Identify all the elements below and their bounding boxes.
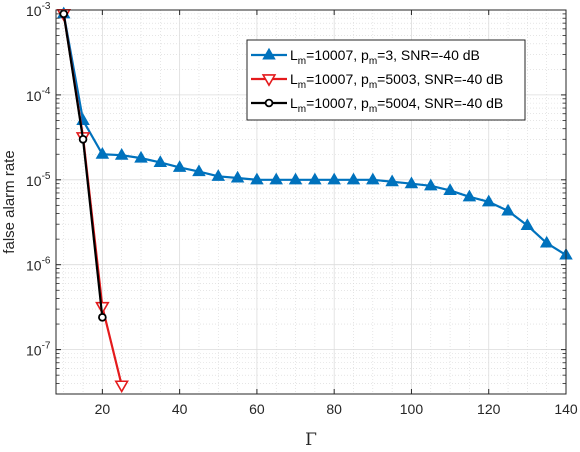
legend-label: Lm=10007, pm=5003, SNR=-40 dB xyxy=(290,71,503,91)
data-point-marker xyxy=(366,172,380,185)
data-point-marker xyxy=(288,172,303,185)
data-point-marker xyxy=(153,155,168,168)
data-point-marker xyxy=(78,134,88,144)
data-point-marker xyxy=(114,147,129,160)
data-point-marker xyxy=(462,189,477,202)
data-point-marker xyxy=(134,150,148,163)
legend-label: Lm=10007, pm=3, SNR=-40 dB xyxy=(290,47,480,67)
legend-entry-1: Lm=10007, pm=3, SNR=-40 dB xyxy=(251,47,480,67)
series-3 xyxy=(59,9,107,322)
y-axis-label: false alarm rate xyxy=(1,150,18,253)
x-tick-label: 20 xyxy=(95,401,111,417)
data-point-marker xyxy=(308,172,322,185)
y-tick-labels: 10-7 10-6 10-5 10-4 10-3 xyxy=(26,1,51,359)
data-point-marker xyxy=(443,183,457,195)
data-point-marker xyxy=(250,172,264,185)
data-point-marker xyxy=(520,218,535,230)
data-point-marker xyxy=(424,178,438,191)
data-point-marker xyxy=(172,160,187,172)
x-tick-label: 120 xyxy=(477,401,501,417)
data-point-marker xyxy=(501,203,515,216)
x-tick-labels: 20 40 60 80 100 120 140 xyxy=(95,401,578,417)
data-point-marker xyxy=(404,176,419,189)
x-tick-label: 100 xyxy=(400,401,424,417)
legend-entry-2: Lm=10007, pm=5003, SNR=-40 dB xyxy=(251,71,503,91)
legend-label: Lm=10007, pm=5004, SNR=-40 dB xyxy=(290,95,503,115)
series-layer xyxy=(56,6,573,394)
y-tick-label: 10-3 xyxy=(26,1,51,19)
x-tick-label: 40 xyxy=(172,401,188,417)
x-tick-label: 60 xyxy=(249,401,265,417)
data-point-marker xyxy=(114,380,129,394)
legend-box xyxy=(246,39,526,121)
y-tick-label: 10-5 xyxy=(26,171,51,189)
x-axis-label: Γ xyxy=(305,430,317,450)
data-point-marker xyxy=(539,235,554,248)
x-tick-label: 140 xyxy=(554,401,578,417)
axis-ticks xyxy=(56,9,567,395)
y-tick-label: 10-6 xyxy=(26,256,51,274)
data-point-marker xyxy=(481,194,496,207)
legend: Lm=10007, pm=3, SNR=-40 dB Lm=10007, pm=5… xyxy=(246,39,526,121)
y-tick-label: 10-4 xyxy=(26,86,51,104)
legend-entry-3: Lm=10007, pm=5004, SNR=-40 dB xyxy=(251,95,503,115)
data-point-marker xyxy=(230,170,245,183)
plot-frame xyxy=(55,9,567,395)
data-point-marker xyxy=(95,147,110,159)
legend-marker xyxy=(264,98,274,108)
data-point-marker xyxy=(346,172,361,185)
legend-marker xyxy=(262,47,276,60)
data-point-marker xyxy=(59,9,69,19)
data-point-marker xyxy=(327,172,341,185)
y-tick-label: 10-7 xyxy=(26,341,51,359)
data-point-marker xyxy=(269,172,283,185)
data-point-marker xyxy=(192,164,206,177)
x-tick-label: 80 xyxy=(326,401,342,417)
data-point-marker xyxy=(385,174,399,187)
data-point-marker xyxy=(211,169,226,181)
data-point-marker xyxy=(98,313,107,322)
legend-marker xyxy=(261,74,277,87)
